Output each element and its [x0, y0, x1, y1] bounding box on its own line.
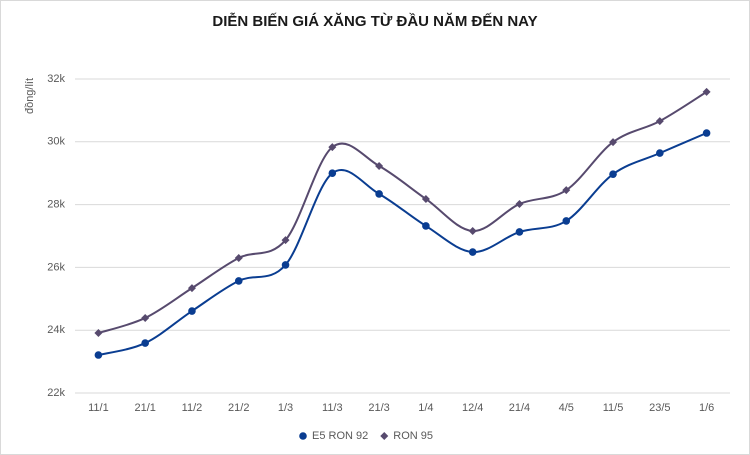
data-point: [562, 186, 571, 195]
data-point: [515, 199, 524, 208]
data-point: [141, 339, 149, 347]
x-tick-label: 21/1: [134, 402, 155, 414]
data-point: [702, 87, 711, 96]
data-point: [281, 236, 290, 245]
series-line: [98, 132, 708, 356]
y-tick-label: 22k: [47, 387, 65, 399]
data-point: [281, 261, 290, 269]
x-tick-label: 1/4: [418, 402, 433, 414]
x-tick-label: 1/3: [278, 402, 293, 414]
data-point: [609, 138, 618, 147]
x-tick-label: 23/5: [649, 402, 670, 414]
data-point: [375, 190, 383, 198]
data-point: [655, 117, 664, 126]
x-tick-label: 21/4: [509, 402, 530, 414]
data-point: [422, 222, 430, 230]
data-point: [515, 228, 524, 236]
x-tick-label: 11/2: [182, 402, 203, 414]
y-tick-label: 26k: [47, 261, 65, 273]
data-point: [328, 143, 337, 152]
x-tick-label: 1/6: [699, 402, 714, 414]
data-point: [702, 129, 711, 137]
data-point: [188, 307, 196, 315]
data-point: [234, 253, 243, 262]
x-tick-label: 21/2: [228, 402, 249, 414]
x-tick-label: 11/5: [603, 402, 624, 414]
data-point: [187, 284, 196, 293]
data-point: [94, 329, 103, 338]
data-point: [328, 169, 337, 177]
legend-marker: [380, 432, 389, 440]
x-tick-label: 11/3: [322, 402, 343, 414]
y-tick-label: 30k: [47, 136, 65, 148]
series-line: [98, 91, 708, 334]
legend-marker: [299, 432, 307, 440]
x-tick-label: 21/3: [368, 402, 389, 414]
data-point: [468, 226, 477, 235]
data-point: [421, 194, 430, 203]
data-point: [375, 161, 384, 170]
y-axis-label: đồng/lít: [24, 78, 36, 114]
data-point: [468, 248, 477, 256]
y-tick-label: 28k: [47, 199, 65, 211]
data-point: [141, 313, 150, 322]
legend-label: RON 95: [393, 430, 433, 442]
data-point: [562, 217, 571, 225]
y-tick-label: 24k: [47, 324, 65, 336]
chart-title: DIỄN BIẾN GIÁ XĂNG TỪ ĐẦU NĂM ĐẾN NAY: [212, 12, 537, 30]
y-tick-label: 32k: [47, 73, 65, 85]
x-tick-label: 4/5: [559, 402, 574, 414]
x-tick-label: 11/1: [88, 402, 109, 414]
data-point: [94, 351, 103, 359]
data-point: [656, 149, 664, 157]
legend-label: E5 RON 92: [312, 430, 368, 442]
data-point: [609, 170, 617, 178]
x-tick-label: 12/4: [462, 402, 483, 414]
data-point: [234, 277, 243, 285]
